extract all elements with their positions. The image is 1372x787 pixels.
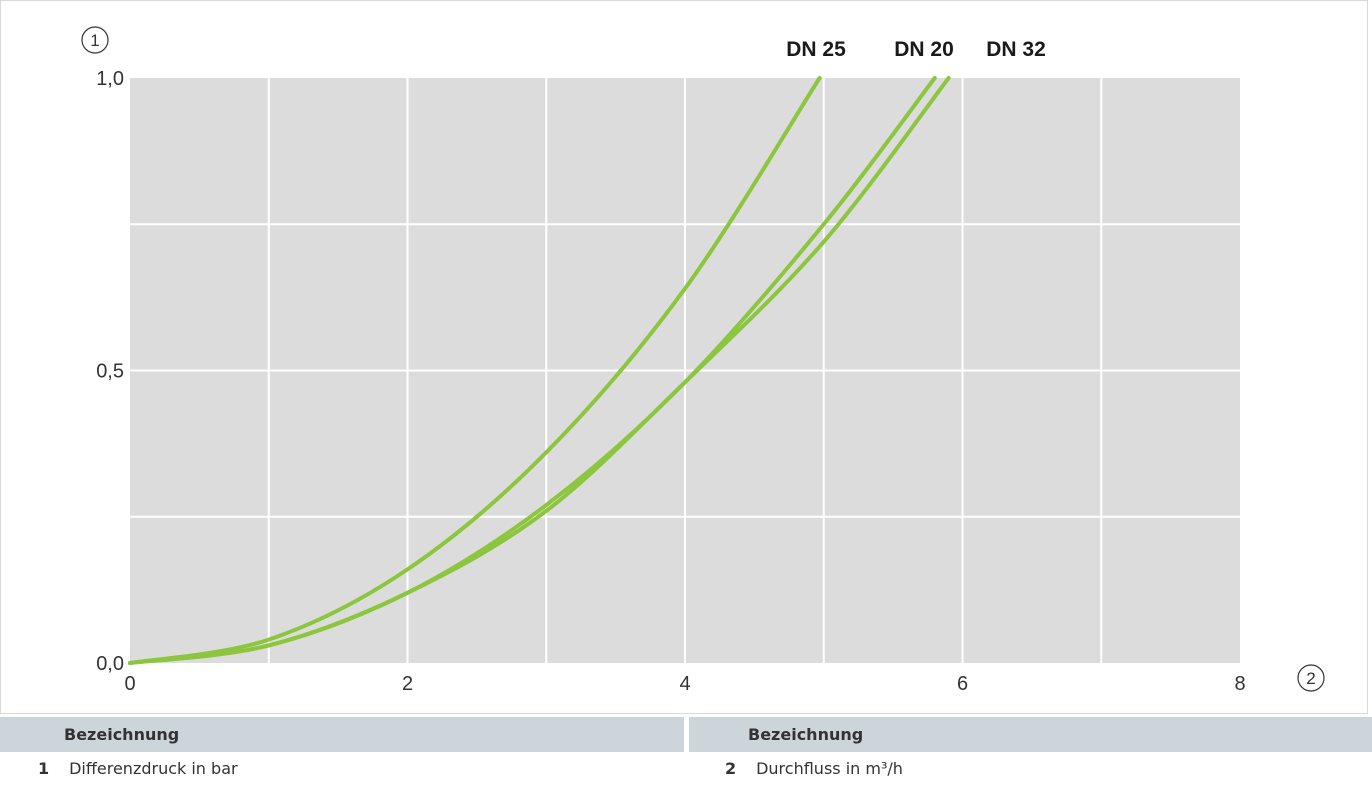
series-line-dn25	[128, 76, 822, 665]
x-tick-label: 8	[1234, 673, 1245, 695]
series-label-dn25: DN 25	[786, 38, 846, 61]
legend-header-right: Bezeichnung	[689, 717, 1372, 752]
series-label-dn32: DN 32	[986, 38, 1046, 61]
x-tick-label: 2	[402, 673, 413, 695]
line-chart: 0 2 4 6 8 0,0 0,5 1,0 1 2 DN 25 DN 20 DN 32	[81, 26, 1325, 695]
legend-row-left: 1 Differenzdruck in bar	[38, 755, 238, 783]
x-axis-marker-circle	[1297, 664, 1325, 692]
legend-header-left: Bezeichnung	[0, 717, 684, 752]
y-axis-marker-label: 1	[90, 31, 99, 50]
y-tick-label: 0,5	[96, 361, 124, 383]
legend-number-2: 2	[725, 759, 737, 778]
legend-number-1: 1	[38, 759, 50, 778]
x-axis-marker-label: 2	[1306, 669, 1315, 688]
y-tick-label: 1,0	[96, 68, 124, 90]
x-tick-label: 4	[679, 673, 690, 695]
legend-text-differenzdruck: Differenzdruck in bar	[69, 759, 238, 778]
series-line-dn32	[128, 76, 951, 665]
y-tick-label: 0,0	[96, 653, 124, 675]
x-tick-label: 6	[957, 673, 968, 695]
legend-text-durchfluss: Durchfluss in m³/h	[756, 759, 903, 778]
legend-row-right: 2 Durchfluss in m³/h	[725, 755, 903, 783]
series-label-dn20: DN 20	[894, 38, 954, 61]
x-tick-label: 0	[124, 673, 135, 695]
y-axis-marker-circle	[81, 26, 109, 54]
